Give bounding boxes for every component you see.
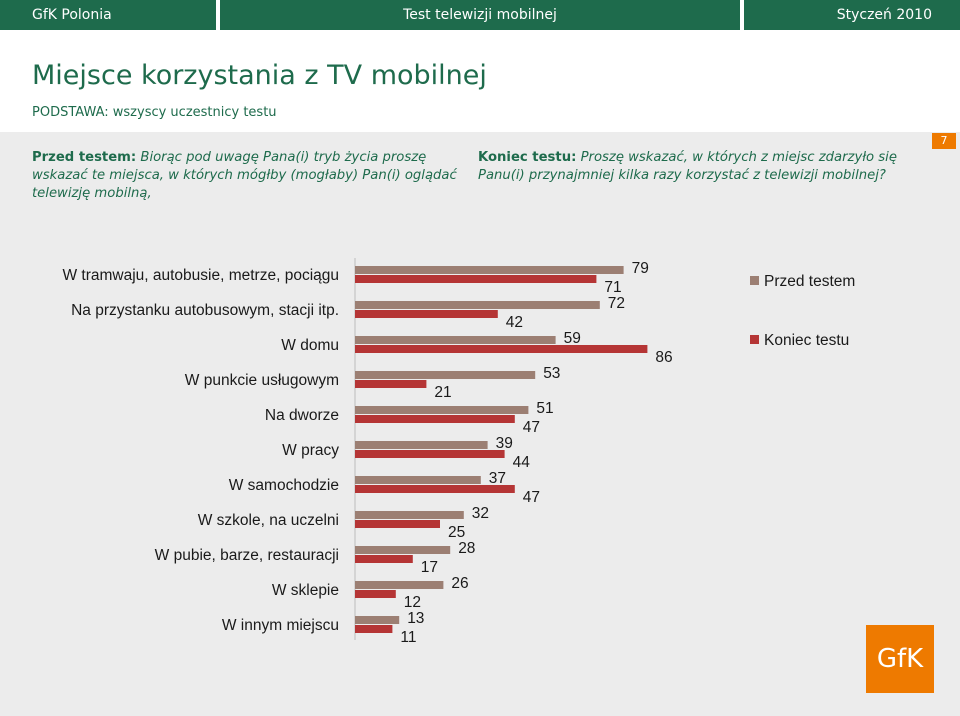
value-label-before: 39 <box>496 435 513 452</box>
value-label-after: 12 <box>404 594 421 611</box>
value-label-after: 71 <box>604 279 621 296</box>
value-label-after: 21 <box>434 384 451 401</box>
logo-text: GfK <box>876 644 924 674</box>
value-label-before: 13 <box>407 610 424 627</box>
value-label-before: 72 <box>608 295 625 312</box>
value-label-after: 44 <box>513 454 531 471</box>
question-before-test: Przed testem: Biorąc pod uwagę Pana(i) t… <box>32 149 472 203</box>
legend-label: Koniec testu <box>764 332 849 349</box>
bar-before-test <box>355 371 536 379</box>
category-label: Na dworze <box>265 407 339 424</box>
bar-before-test <box>355 266 624 274</box>
category-label: W tramwaju, autobusie, metrze, pociągu <box>62 267 339 284</box>
value-label-after: 47 <box>523 419 540 436</box>
slide-title: Miejsce korzystania z TV mobilnej <box>32 60 487 91</box>
category-label: W punkcie usługowym <box>185 372 339 389</box>
bar-after-test <box>355 345 648 353</box>
category-label: W innym miejscu <box>222 617 339 634</box>
bar-before-test <box>355 406 529 414</box>
category-label: W pubie, barze, restauracji <box>155 547 339 564</box>
bar-after-test <box>355 380 427 388</box>
bar-before-test <box>355 581 444 589</box>
top-bar: GfK Polonia Test telewizji mobilnej Styc… <box>0 0 960 30</box>
question-after-test: Koniec testu: Proszę wskazać, w których … <box>478 149 908 185</box>
category-label: W szkole, na uczelni <box>198 512 339 529</box>
bar-after-test <box>355 555 413 563</box>
legend-swatch <box>750 276 759 285</box>
category-label: W pracy <box>282 442 339 459</box>
bar-after-test <box>355 310 498 318</box>
slide-header: Miejsce korzystania z TV mobilnej PODSTA… <box>0 30 960 132</box>
category-label: W samochodzie <box>229 477 339 494</box>
value-label-before: 28 <box>458 540 475 557</box>
question-after-label: Koniec testu: <box>478 150 577 165</box>
bar-before-test <box>355 546 451 554</box>
value-label-before: 79 <box>632 260 649 277</box>
gfk-logo: GfK <box>866 625 934 693</box>
bar-before-test <box>355 301 600 309</box>
category-label: W domu <box>281 337 339 354</box>
slide-content: Przed testem: Biorąc pod uwagę Pana(i) t… <box>0 132 960 716</box>
value-label-before: 53 <box>543 365 560 382</box>
value-label-after: 86 <box>655 349 672 366</box>
bar-after-test <box>355 415 515 423</box>
bar-after-test <box>355 625 393 633</box>
value-label-before: 51 <box>536 400 553 417</box>
value-label-after: 11 <box>400 629 416 646</box>
bar-before-test <box>355 511 464 519</box>
report-name: Test telewizji mobilnej <box>220 0 740 30</box>
category-label: Na przystanku autobusowym, stacji itp. <box>71 302 339 319</box>
bar-after-test <box>355 450 505 458</box>
value-label-after: 17 <box>421 559 438 576</box>
bar-before-test <box>355 476 481 484</box>
bar-before-test <box>355 616 400 624</box>
value-label-before: 32 <box>472 505 489 522</box>
value-label-before: 26 <box>451 575 468 592</box>
bar-before-test <box>355 336 556 344</box>
page-number: 7 <box>932 133 956 149</box>
report-date: Styczeń 2010 <box>744 0 960 30</box>
question-before-label: Przed testem: <box>32 150 137 165</box>
question-before-text: Biorąc pod uwagę Pana(i) tryb życia pros… <box>32 150 457 201</box>
value-label-after: 47 <box>523 489 540 506</box>
bar-before-test <box>355 441 488 449</box>
legend-label: Przed testem <box>764 273 855 290</box>
bar-after-test <box>355 520 440 528</box>
bar-after-test <box>355 485 515 493</box>
value-label-after: 42 <box>506 314 523 331</box>
bar-after-test <box>355 590 396 598</box>
legend-swatch <box>750 335 759 344</box>
value-label-before: 37 <box>489 470 506 487</box>
bar-after-test <box>355 275 597 283</box>
value-label-after: 25 <box>448 524 465 541</box>
category-label: W sklepie <box>272 582 339 599</box>
value-label-before: 59 <box>564 330 581 347</box>
slide-subtitle: PODSTAWA: wszyscy uczestnicy testu <box>32 105 277 120</box>
company-name: GfK Polonia <box>0 0 216 30</box>
question-after-text: Proszę wskazać, w których z miejsc zdarz… <box>478 150 897 183</box>
